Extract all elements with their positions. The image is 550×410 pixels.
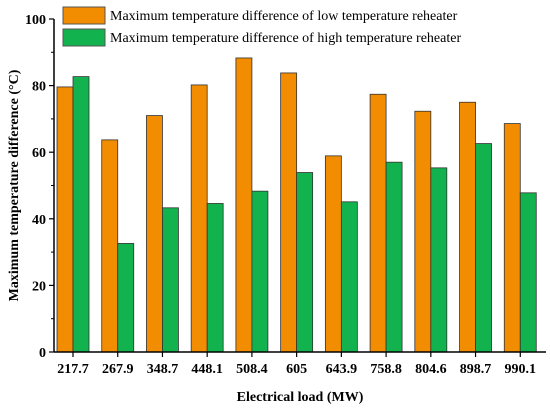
bar-low-217.7: [56, 86, 74, 353]
bar-high-267.9: [117, 243, 135, 353]
y-tick-label: 20: [32, 279, 46, 294]
legend-swatch-low-temperature-reheater: [62, 6, 106, 25]
y-tick-label: 40: [32, 213, 46, 228]
bar-high-898.7: [475, 143, 492, 353]
bar-low-758.8: [369, 93, 387, 353]
legend: Maximum temperature difference of low te…: [62, 6, 461, 47]
x-tick-label: 217.7: [57, 362, 89, 377]
bar-low-990.1: [503, 123, 521, 353]
bar-low-804.6: [414, 110, 432, 353]
bar-low-448.1: [190, 84, 208, 353]
x-tick-label: 448.1: [191, 362, 223, 377]
bar-low-605: [280, 72, 298, 353]
y-tick-label: 0: [39, 346, 46, 361]
bar-high-508.4: [251, 190, 269, 353]
y-tick-label: 80: [32, 80, 46, 95]
bar-low-267.9: [101, 139, 119, 353]
bar-high-448.1: [206, 203, 224, 353]
bar-high-804.6: [430, 167, 448, 353]
y-ticks: 0 20 40 60 80 100: [25, 13, 54, 361]
bar-high-605: [296, 172, 314, 353]
bar-low-898.7: [459, 101, 476, 353]
bar-high-643.9: [340, 201, 358, 353]
bar-high-348.7: [162, 207, 179, 353]
bar-high-758.8: [385, 161, 403, 353]
x-tick-label: 267.9: [102, 362, 134, 377]
x-tick-label: 605: [286, 362, 307, 377]
bars-layer: [56, 57, 537, 353]
y-tick-label: 60: [32, 146, 46, 161]
bar-low-508.4: [235, 57, 253, 353]
bar-high-217.7: [72, 76, 90, 353]
legend-swatch-high-temperature-reheater: [62, 28, 106, 47]
x-tick-label: 348.7: [147, 362, 179, 377]
x-tick-label: 643.9: [326, 362, 358, 377]
x-tick-label: 804.6: [415, 362, 447, 377]
bar-high-990.1: [519, 192, 537, 353]
x-tick-label: 508.4: [236, 362, 268, 377]
x-tick-label: 758.8: [370, 362, 402, 377]
y-axis-label: Maximum temperature difference (°C): [7, 69, 22, 301]
bar-low-348.7: [146, 115, 163, 353]
bar-low-643.9: [324, 155, 342, 353]
x-ticks: 217.7 267.9 348.7 448.1 508.4 605 643.9 758.8 80…: [57, 352, 536, 377]
y-tick-label: 100: [25, 13, 46, 28]
legend-label-low-temperature-reheater: Maximum temperature difference of low te…: [110, 9, 458, 24]
x-tick-label: 898.7: [460, 362, 492, 377]
x-tick-label: 990.1: [505, 362, 537, 377]
x-axis-label: Electrical load (MW): [237, 390, 364, 405]
legend-label-high-temperature-reheater: Maximum temperature difference of high t…: [110, 31, 461, 46]
